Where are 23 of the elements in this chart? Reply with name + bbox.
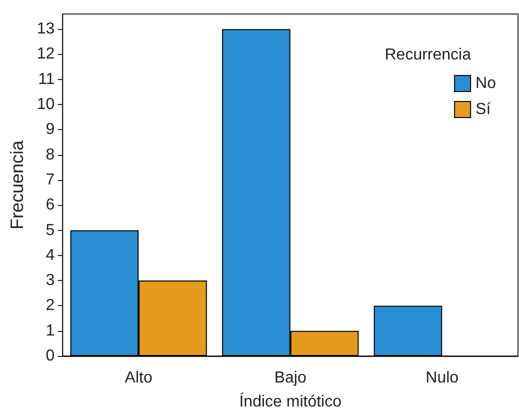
legend-title: Recurrencia	[384, 46, 472, 64]
legend-label: No	[476, 75, 496, 92]
x-axis-title: Índice mitótico	[239, 392, 342, 410]
y-tick-label: 5	[46, 222, 55, 239]
y-tick-label: 4	[46, 246, 55, 264]
y-tick-label: 0	[46, 348, 55, 364]
legend-label: Sí	[476, 101, 492, 118]
y-tick-label: 10	[36, 96, 55, 114]
y-tick-label: 6	[46, 196, 55, 214]
y-tick-label: 2	[46, 297, 55, 314]
y-tick-label: 1	[46, 322, 55, 340]
y-tick-label: 7	[46, 171, 55, 188]
y-tick-label: 13	[36, 20, 55, 38]
x-tick-label: Nulo	[426, 370, 459, 386]
y-axis-title: Frecuencia	[7, 139, 27, 230]
y-tick-label: 12	[36, 46, 55, 63]
x-tick-label: Alto	[124, 370, 152, 386]
y-tick-label: 11	[38, 70, 55, 88]
y-tick-label: 9	[46, 121, 55, 138]
y-tick-label: 8	[46, 146, 55, 164]
x-tick-label: Bajo	[274, 370, 306, 386]
bar	[374, 306, 442, 356]
y-tick-label: 3	[46, 272, 55, 290]
